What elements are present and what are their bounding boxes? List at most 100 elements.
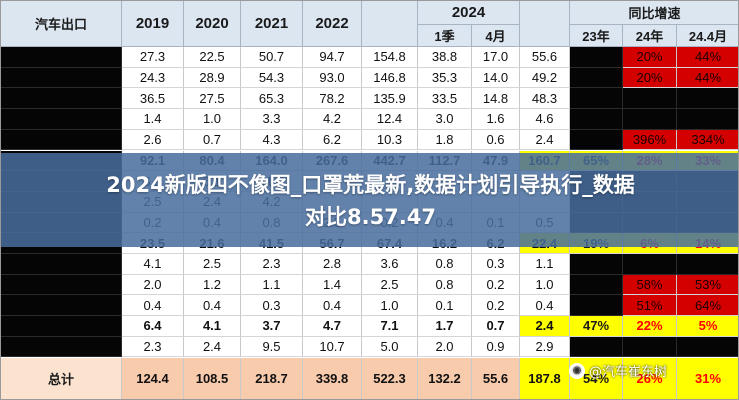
table-cell: 55.6 [520, 47, 570, 68]
table-cell: 1.0 [362, 295, 418, 317]
total-cell: 132.2 [418, 357, 472, 399]
table-cell: 5.0 [362, 336, 418, 358]
table-cell: 3.0 [418, 109, 472, 130]
table-cell: 3.7 [241, 316, 303, 337]
table-cell: 65.3 [241, 88, 303, 110]
table-cell: 2.0 [122, 274, 184, 296]
chat-bubble-icon: ◉ [569, 362, 585, 379]
row-label-cell [1, 88, 122, 110]
table-cell: 2.5 [184, 254, 241, 275]
table-cell: 2.4 [520, 316, 570, 337]
table-cell: 4.1 [184, 316, 241, 337]
growth-cell [677, 88, 738, 110]
growth-cell: 20% [623, 47, 677, 68]
table-cell: 2.3 [241, 254, 303, 275]
table-cell: 2.0 [418, 336, 472, 358]
header-growth-23: 23年 [570, 25, 623, 47]
table-cell: 3.3 [241, 109, 303, 130]
table-cell: 0.8 [418, 254, 472, 275]
table-cell: 2.6 [122, 129, 184, 151]
table-cell: 50.7 [241, 47, 303, 68]
header-row-label: 汽车出口 [1, 1, 122, 47]
table-cell: 1.1 [520, 254, 570, 275]
table-cell: 14.0 [472, 67, 520, 89]
table-cell: 0.2 [472, 274, 520, 296]
table-cell: 33.5 [418, 88, 472, 110]
table-cell: 146.8 [362, 67, 418, 89]
header-year-2022: 2022 [303, 1, 362, 47]
table-cell: 17.0 [472, 47, 520, 68]
total-growth-cell: 26% [623, 357, 677, 399]
table-cell: 6.4 [122, 316, 184, 337]
growth-cell: 44% [677, 47, 738, 68]
header-growth-24: 24年 [623, 25, 677, 47]
header-q1: 1季 [418, 25, 472, 47]
row-label-cell [1, 295, 122, 317]
growth-cell: 22% [623, 316, 677, 337]
table-cell: 0.9 [472, 336, 520, 358]
header-year-2019: 2019 [122, 1, 184, 47]
table-cell: 0.7 [472, 316, 520, 337]
table-cell: 0.6 [472, 129, 520, 151]
growth-cell [570, 88, 623, 110]
row-label-cell [1, 109, 122, 130]
header-2024-total [520, 1, 570, 47]
table-cell: 0.4 [184, 295, 241, 317]
table-cell: 27.3 [122, 47, 184, 68]
growth-cell [570, 274, 623, 296]
table-cell: 1.0 [520, 274, 570, 296]
table-cell: 0.4 [122, 295, 184, 317]
growth-cell: 334% [677, 129, 738, 151]
header-year-2021: 2021 [241, 1, 303, 47]
table-cell: 27.5 [184, 88, 241, 110]
table-cell: 9.5 [241, 336, 303, 358]
table-cell: 0.8 [418, 274, 472, 296]
table-cell: 0.3 [241, 295, 303, 317]
table-cell: 12.4 [362, 109, 418, 130]
header-growth-24-4: 24.4月 [677, 25, 738, 47]
table-cell: 2.8 [303, 254, 362, 275]
growth-cell [677, 336, 738, 358]
table-cell: 22.5 [184, 47, 241, 68]
total-cell: 55.6 [472, 357, 520, 399]
growth-cell [623, 109, 677, 130]
growth-cell [570, 129, 623, 151]
total-cell: 522.3 [362, 357, 418, 399]
table-cell: 2.4 [184, 336, 241, 358]
growth-cell [570, 47, 623, 68]
table-cell: 38.8 [418, 47, 472, 68]
growth-cell [623, 254, 677, 275]
table-cell: 93.0 [303, 67, 362, 89]
growth-cell: 64% [677, 295, 738, 317]
table-cell: 1.8 [418, 129, 472, 151]
table-cell: 4.3 [241, 129, 303, 151]
total-cell: 339.8 [303, 357, 362, 399]
table-cell: 1.0 [184, 109, 241, 130]
header-year-2020: 2020 [184, 1, 241, 47]
growth-cell [570, 336, 623, 358]
growth-cell: 58% [623, 274, 677, 296]
table-cell: 2.9 [520, 336, 570, 358]
table-cell: 2.4 [520, 129, 570, 151]
growth-cell [570, 295, 623, 317]
table-cell: 1.1 [241, 274, 303, 296]
header-2024-group: 2024 [418, 1, 520, 25]
total-row-label: 总计 [1, 357, 122, 399]
table-cell: 4.6 [520, 109, 570, 130]
banner-title-line-2: 对比8.57.47 [304, 205, 436, 229]
growth-cell: 51% [623, 295, 677, 317]
table-cell: 28.9 [184, 67, 241, 89]
header-growth-group: 同比增速 [570, 1, 738, 25]
row-label-cell [1, 47, 122, 68]
watermark-text: @汽车崔东树 [589, 365, 668, 380]
growth-cell [677, 109, 738, 130]
growth-cell [570, 254, 623, 275]
row-label-cell [1, 316, 122, 337]
table-cell: 154.8 [362, 47, 418, 68]
growth-cell: 20% [623, 67, 677, 89]
table-cell: 0.4 [520, 295, 570, 317]
row-label-cell [1, 274, 122, 296]
table-cell: 78.2 [303, 88, 362, 110]
table-cell: 0.2 [472, 295, 520, 317]
table-cell: 36.5 [122, 88, 184, 110]
